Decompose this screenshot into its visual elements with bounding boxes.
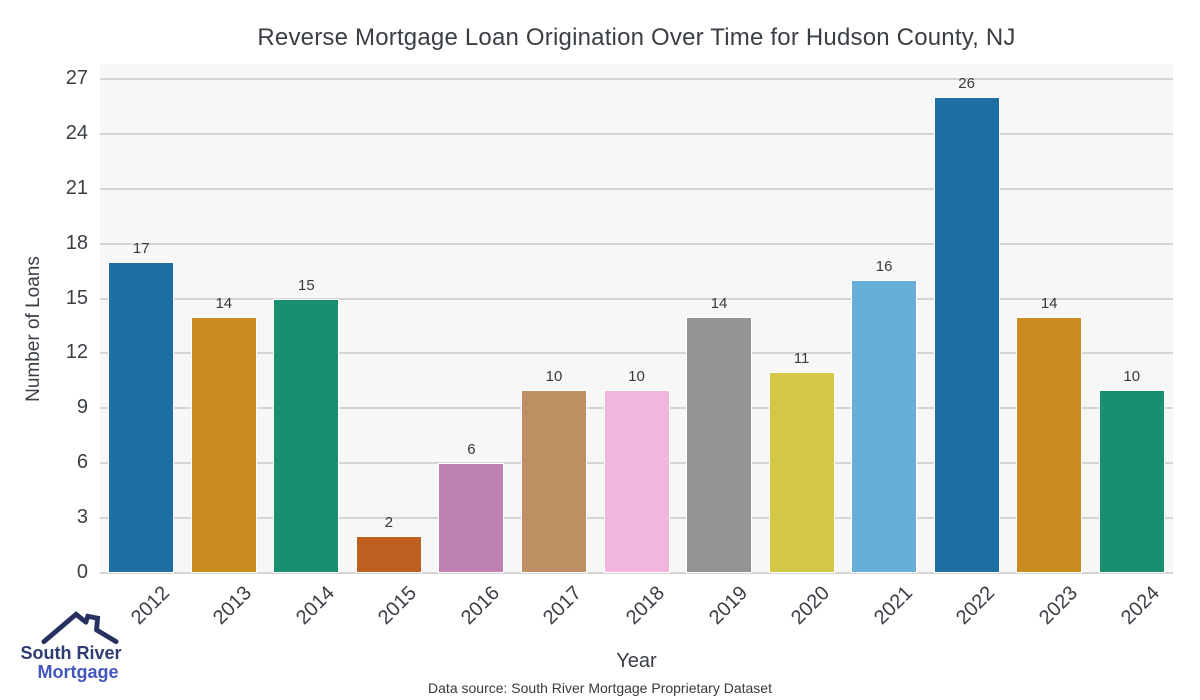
bar-2023 [1016, 316, 1083, 573]
bar-2022 [933, 97, 1000, 573]
bar-value-label-2018: 10 [628, 368, 645, 386]
bar-2014 [273, 298, 340, 573]
bar-2018 [603, 390, 670, 573]
logo-text-line2: Mortgage [37, 661, 119, 682]
bar-value-label-2023: 14 [1040, 294, 1058, 312]
house-roof-icon [41, 611, 119, 644]
x-tick-label-2018: 2018 [622, 582, 670, 630]
gridline-y-24 [100, 132, 1173, 135]
x-tick-label-2013: 2013 [209, 582, 257, 630]
data-source-caption: Data source: South River Mortgage Propri… [428, 680, 772, 696]
gridline-y-0 [100, 572, 1173, 574]
bar-2012 [108, 261, 175, 573]
bar-value-label-2022: 26 [958, 75, 975, 93]
y-tick-label-12: 12 [65, 341, 88, 364]
bar-value-label-2021: 16 [875, 258, 893, 276]
gridline-y-12 [100, 352, 1173, 355]
x-tick-label-2019: 2019 [704, 582, 752, 630]
y-tick-label-6: 6 [76, 451, 88, 474]
x-tick-label-2014: 2014 [291, 582, 339, 630]
bar-value-label-2016: 6 [467, 441, 476, 459]
bar-2021 [851, 280, 918, 573]
bar-2020 [768, 371, 835, 573]
logo-text-line1: South River [20, 643, 122, 663]
bar-value-label-2024: 10 [1123, 368, 1141, 386]
company-logo: South River Mortgage [12, 610, 130, 682]
y-tick-label-24: 24 [65, 121, 88, 144]
x-tick-label-2016: 2016 [456, 582, 504, 630]
gridline-y-15 [100, 297, 1173, 300]
x-tick-label-2015: 2015 [374, 582, 422, 630]
y-tick-label-27: 27 [65, 67, 88, 89]
gridline-y-21 [100, 187, 1173, 190]
y-tick-label-18: 18 [65, 231, 88, 254]
y-tick-label-0: 0 [76, 561, 88, 583]
x-tick-label-2021: 2021 [869, 582, 917, 630]
bar-2017 [520, 390, 587, 573]
x-tick-label-2012: 2012 [126, 582, 174, 630]
y-tick-label-9: 9 [76, 396, 88, 419]
bar-value-label-2012: 17 [132, 239, 150, 257]
x-tick-label-2020: 2020 [787, 582, 835, 630]
bar-value-label-2014: 15 [298, 276, 315, 294]
gridline-y-27 [100, 78, 1173, 80]
bar-2024 [1098, 390, 1165, 573]
bar-value-label-2013: 14 [215, 294, 233, 312]
gridline-y-18 [100, 242, 1173, 245]
bar-value-label-2015: 2 [384, 514, 394, 532]
x-tick-label-2024: 2024 [1117, 582, 1165, 630]
x-axis-label: Year [616, 650, 657, 672]
y-axis-label: Number of Loans [23, 256, 44, 402]
bar-2019 [686, 316, 753, 573]
x-tick-label-2023: 2023 [1034, 582, 1082, 630]
x-tick-label-2022: 2022 [952, 582, 1000, 630]
y-tick-label-15: 15 [65, 286, 88, 309]
bar-value-label-2020: 11 [793, 349, 810, 367]
bar-2015 [355, 536, 422, 573]
bar-2016 [438, 463, 505, 573]
bar-value-label-2019: 14 [710, 294, 728, 312]
y-tick-label-21: 21 [65, 176, 88, 199]
x-tick-label-2017: 2017 [539, 582, 587, 630]
y-tick-label-3: 3 [76, 506, 88, 529]
bar-value-label-2017: 10 [545, 368, 563, 386]
bar-2013 [190, 316, 257, 573]
chart-title: Reverse Mortgage Loan Origination Over T… [257, 24, 1016, 51]
